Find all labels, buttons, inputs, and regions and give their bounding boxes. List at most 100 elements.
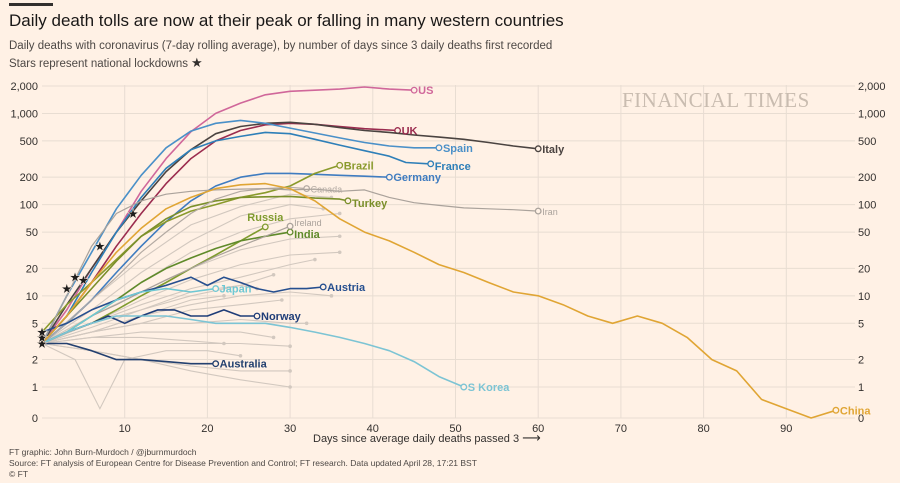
- y-tick-label-left: 50: [26, 227, 38, 239]
- series-label-italy: Italy: [542, 144, 565, 156]
- background-series-end-dot: [271, 273, 276, 277]
- background-series-end-dot: [271, 335, 276, 340]
- series-end-dot: [319, 283, 327, 291]
- y-tick-label-left: 1: [32, 382, 38, 394]
- x-axis-arrow-icon: ⟶: [522, 430, 541, 445]
- lockdown-star-icon: ★: [61, 281, 74, 297]
- background-series-end-dot: [238, 353, 243, 358]
- copyright: © FT: [9, 469, 29, 479]
- background-series-line: [41, 284, 258, 345]
- y-tick-label-right: 2: [858, 355, 864, 367]
- series-label-ireland: Ireland: [294, 218, 322, 228]
- series-label-china: China: [840, 405, 871, 417]
- series-label-uk: UK: [402, 126, 418, 138]
- series-label-s-korea: S Korea: [468, 382, 510, 394]
- series-end-dot: [460, 383, 468, 391]
- series-label-austria: Austria: [327, 282, 366, 294]
- y-tick-label-left: 1,000: [10, 108, 38, 120]
- x-tick-label: 60: [532, 423, 544, 435]
- y-tick-label-left: 20: [26, 263, 38, 275]
- series-end-dot: [435, 144, 443, 152]
- background-series-end-dot: [222, 341, 226, 346]
- background-series-end-dot: [288, 369, 292, 373]
- series-line-france: [41, 131, 431, 345]
- background-series-end-dot: [329, 294, 334, 298]
- series-end-dot: [261, 223, 269, 231]
- lockdown-star-icon: ★: [36, 324, 49, 340]
- y-tick-label-left: 10: [26, 291, 38, 303]
- lockdown-markers: ★★★★★★★★: [36, 205, 140, 351]
- y-tick-label-right: 1,000: [858, 108, 886, 120]
- lockdown-star-icon: ★: [94, 238, 107, 254]
- x-tick-label: 80: [697, 423, 709, 435]
- x-tick-label: 20: [201, 423, 213, 435]
- background-series-end-dot: [337, 211, 342, 216]
- y-tick-label-left: 5: [32, 318, 38, 330]
- series-end-dot: [212, 360, 220, 368]
- series-label-iran: Iran: [542, 207, 558, 217]
- x-tick-label: 10: [119, 423, 131, 435]
- series-line-austria: [41, 276, 324, 333]
- country-series: [41, 86, 840, 419]
- y-tick-label-right: 5: [858, 318, 864, 330]
- graphic-credit: FT graphic: John Burn-Murdoch / @jburnmu…: [9, 447, 197, 457]
- series-line-s-korea: [41, 315, 465, 388]
- series-label-brazil: Brazil: [344, 160, 374, 172]
- series-end-dot: [286, 228, 294, 236]
- chart-subtitle: Daily deaths with coronavirus (7-day rol…: [9, 40, 553, 52]
- series-label-us: US: [418, 85, 433, 97]
- background-series-end-dot: [288, 344, 292, 349]
- background-series-line: [41, 331, 274, 345]
- x-tick-label: 40: [367, 423, 379, 435]
- data-source: Source: FT analysis of European Centre f…: [9, 458, 477, 468]
- series-end-dot: [212, 285, 220, 293]
- background-series-line: [41, 299, 282, 345]
- lockdown-star-icon: ★: [191, 55, 203, 70]
- background-series-line: [41, 342, 291, 372]
- y-tick-label-right: 2,000: [858, 81, 886, 93]
- series-line-iran: [41, 188, 539, 344]
- y-tick-label-right: 0: [858, 413, 864, 425]
- series-end-dot: [253, 312, 261, 320]
- series-line-australia: [42, 342, 216, 365]
- header-accent-bar: [9, 3, 53, 6]
- chart-axes: 0 0 1 1 2 2 5 5 10 10 20 20 50 50 100 100 200 200 500 500 1,…: [10, 81, 885, 445]
- y-tick-label-left: 2: [32, 355, 38, 367]
- y-tick-label-left: 500: [20, 136, 38, 148]
- x-tick-label: 50: [449, 423, 461, 435]
- y-tick-label-right: 500: [858, 136, 876, 148]
- lockdown-star-icon: ★: [36, 335, 49, 351]
- series-line-japan: [41, 287, 216, 345]
- series-label-norway: Norway: [261, 311, 302, 323]
- y-tick-label-right: 100: [858, 200, 876, 212]
- background-series-end-dot: [222, 294, 226, 298]
- background-series-end-dot: [313, 257, 317, 262]
- series-label-turkey: Turkey: [352, 198, 388, 210]
- series-end-dot: [534, 145, 542, 153]
- background-series-end-dot: [337, 250, 342, 255]
- lockdown-star-icon: ★: [69, 269, 82, 285]
- x-tick-label: 90: [780, 423, 792, 435]
- y-tick-label-left: 0: [32, 413, 38, 425]
- series-label-russia: Russia: [247, 212, 284, 224]
- series-line-china: [41, 182, 837, 419]
- x-axis-label: Days since average daily deaths passed 3…: [313, 430, 541, 445]
- y-tick-label-left: 2,000: [10, 81, 38, 93]
- series-end-dot: [427, 160, 435, 168]
- lockdown-star-icon: ★: [36, 329, 49, 345]
- y-tick-label-right: 50: [858, 227, 870, 239]
- series-end-dot: [344, 197, 352, 205]
- series-end-dot: [303, 185, 311, 193]
- y-tick-label-right: 20: [858, 263, 870, 275]
- series-label-germany: Germany: [393, 172, 442, 184]
- y-tick-label-right: 200: [858, 172, 876, 184]
- background-series-line: [41, 251, 340, 345]
- series-label-canada: Canada: [311, 185, 343, 195]
- y-tick-label-left: 200: [20, 172, 38, 184]
- series-end-dot: [832, 406, 840, 414]
- lockdown-legend: Stars represent national lockdowns ★: [9, 55, 203, 71]
- chart-footer: FT graphic: John Burn-Murdoch / @jburnmu…: [9, 447, 477, 480]
- chart-grid: [42, 85, 855, 419]
